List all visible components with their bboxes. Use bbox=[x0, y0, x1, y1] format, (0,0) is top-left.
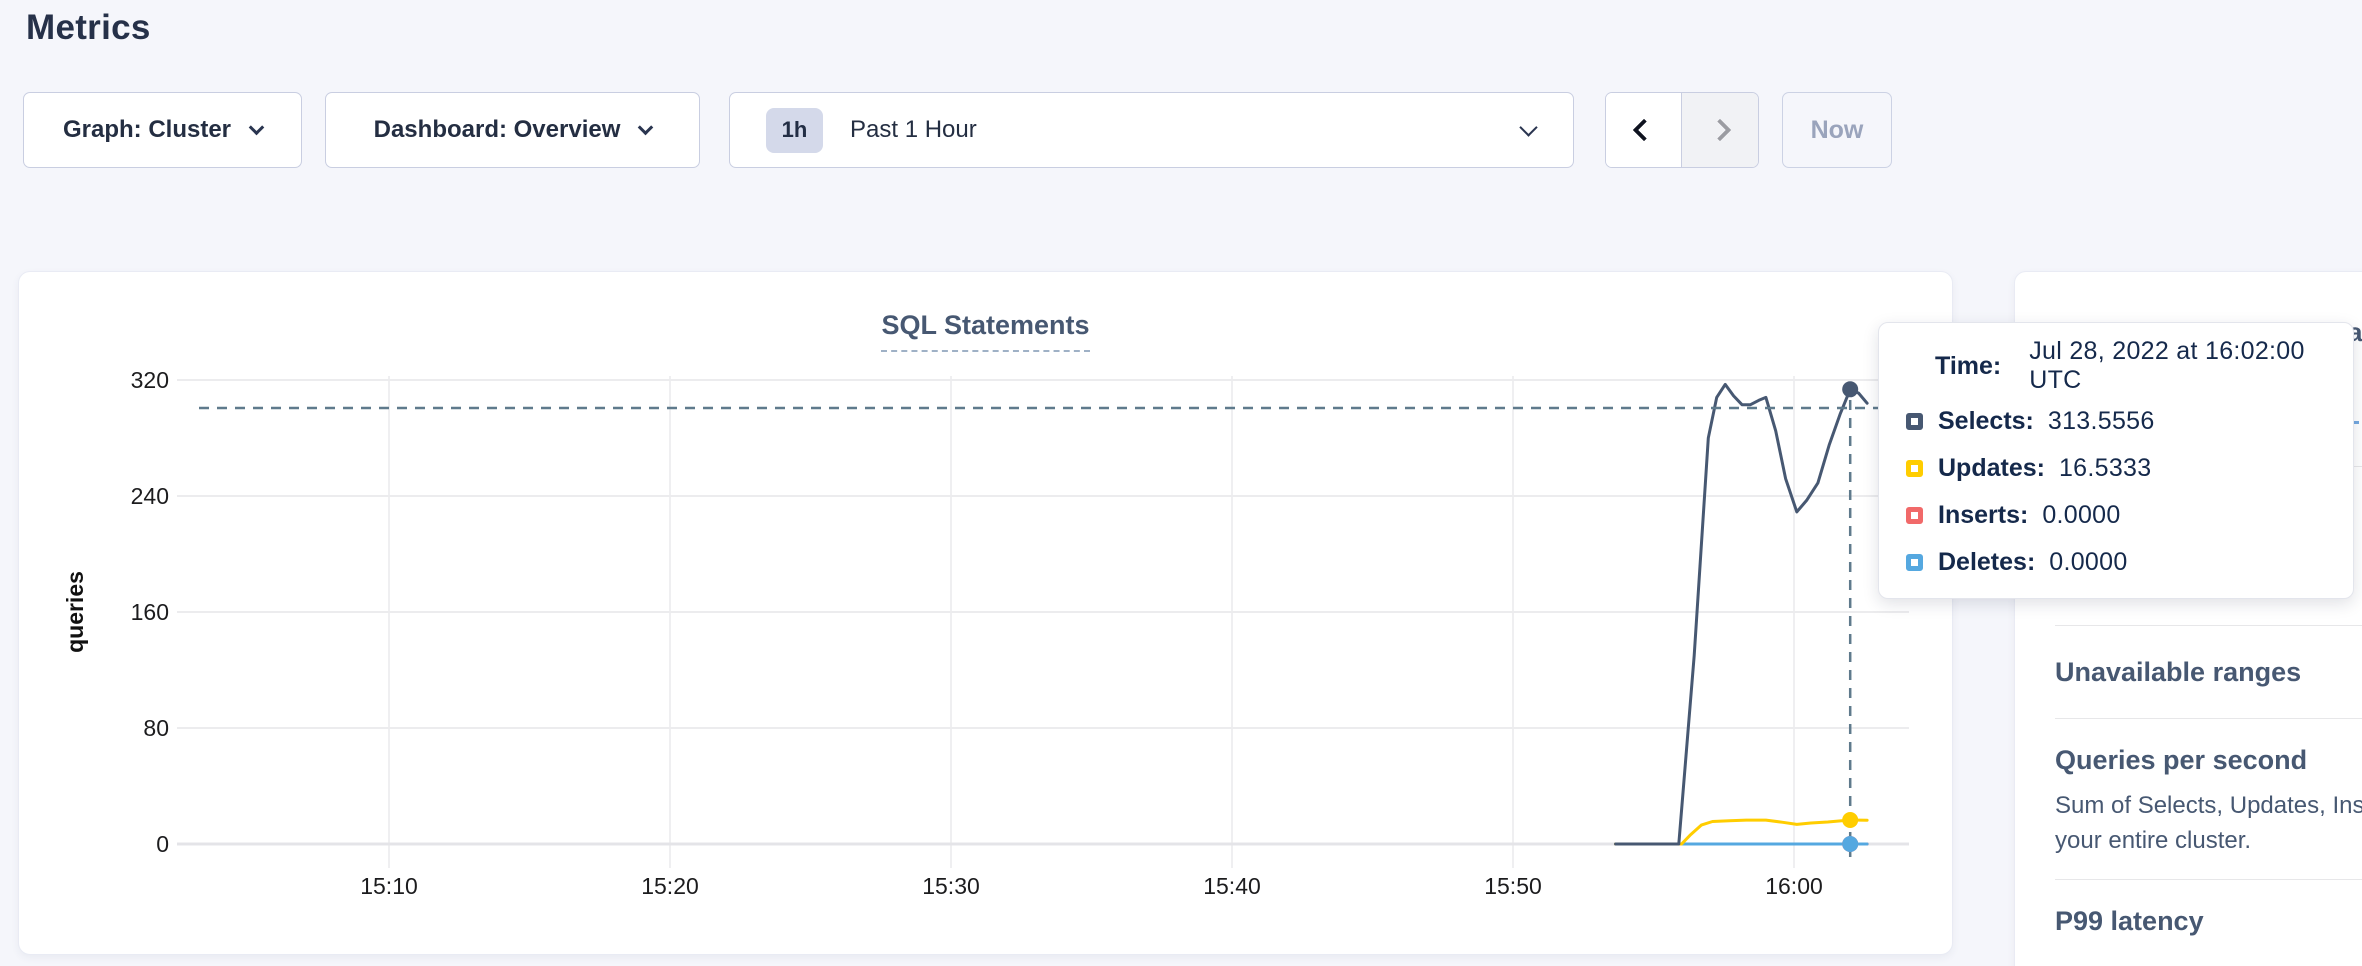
tooltip-time-value: Jul 28, 2022 at 16:02:00 UTC bbox=[2029, 337, 2305, 394]
y-tick: 160 bbox=[131, 599, 169, 625]
x-tick: 16:00 bbox=[1765, 873, 1823, 899]
graph-dropdown-label: Graph: Cluster bbox=[62, 116, 232, 143]
dashboard-dropdown-label: Dashboard: Overview bbox=[373, 116, 621, 143]
divider bbox=[2055, 879, 2362, 880]
tooltip-row: Selects: 313.5556 bbox=[1906, 398, 2333, 445]
graph-dropdown[interactable]: Graph: Cluster bbox=[23, 92, 302, 168]
x-tick: 15:30 bbox=[922, 873, 980, 899]
chart-plot[interactable]: 320 240 160 80 0 15:10 15:20 15:30 15:40… bbox=[19, 272, 1954, 956]
x-tick: 15:50 bbox=[1484, 873, 1542, 899]
series-color-swatch bbox=[1906, 413, 1923, 430]
y-tick: 0 bbox=[156, 831, 169, 857]
sidebar-item-queries-per-second: Queries per second bbox=[2055, 745, 2308, 775]
now-button[interactable]: Now bbox=[1782, 92, 1892, 168]
description-line: Sum of Selects, Updates, Inserts and Del… bbox=[2055, 792, 2362, 819]
chevron-down-icon bbox=[1519, 117, 1538, 137]
chevron-down-icon bbox=[638, 119, 654, 135]
timeframe-arrow-group bbox=[1605, 92, 1759, 168]
chart-title[interactable]: SQL Statements bbox=[881, 310, 1090, 352]
time-range-label: Past 1 Hour bbox=[850, 116, 977, 143]
time-range-badge: 1h bbox=[766, 107, 823, 153]
hover-dot-updates bbox=[1842, 812, 1859, 828]
y-axis-label: queries bbox=[62, 571, 88, 653]
tooltip-series-value: 313.5556 bbox=[2047, 407, 2155, 435]
tooltip-series-label: Updates: bbox=[1938, 454, 2045, 482]
tooltip-series-value: 16.5333 bbox=[2058, 454, 2152, 482]
chart-tooltip: Time: Jul 28, 2022 at 16:02:00 UTC Selec… bbox=[1878, 322, 2354, 599]
description-line: your entire cluster. bbox=[2055, 827, 2252, 854]
hover-dot-deletes bbox=[1842, 836, 1859, 852]
tooltip-series-label: Selects: bbox=[1938, 407, 2034, 435]
tooltip-row: Updates: 16.5333 bbox=[1906, 445, 2333, 492]
tooltip-time-label: Time: bbox=[1935, 351, 2002, 380]
tooltip-series-label: Deletes: bbox=[1938, 548, 2036, 576]
y-tick: 80 bbox=[143, 715, 169, 741]
chevron-left-icon bbox=[1632, 118, 1655, 142]
x-tick: 15:10 bbox=[360, 873, 418, 899]
gridlines-vertical bbox=[388, 376, 1795, 868]
time-range-selector[interactable]: 1h Past 1 Hour bbox=[729, 92, 1574, 168]
sidebar-item-p99-latency: P99 latency bbox=[2055, 906, 2204, 936]
prev-timeframe-button[interactable] bbox=[1606, 93, 1682, 167]
tooltip-series-value: 0.0000 bbox=[2049, 548, 2128, 576]
series-selects bbox=[1614, 382, 1869, 846]
chart-card: 320 240 160 80 0 15:10 15:20 15:30 15:40… bbox=[18, 271, 1953, 955]
sidebar-item-unavailable-ranges: Unavailable ranges bbox=[2055, 657, 2302, 687]
chevron-down-icon bbox=[248, 119, 265, 135]
y-tick: 240 bbox=[131, 483, 169, 509]
tooltip-series-label: Inserts: bbox=[1938, 501, 2029, 529]
tooltip-series-value: 0.0000 bbox=[2042, 501, 2121, 529]
hover-dot-selects bbox=[1842, 381, 1859, 398]
x-tick: 15:20 bbox=[641, 873, 699, 899]
tooltip-time-row: Time: Jul 28, 2022 at 16:02:00 UTC bbox=[1935, 337, 2333, 394]
chevron-right-icon bbox=[1708, 118, 1732, 142]
next-timeframe-button[interactable] bbox=[1682, 93, 1758, 167]
dashboard-dropdown[interactable]: Dashboard: Overview bbox=[325, 92, 700, 168]
x-tick: 15:40 bbox=[1203, 873, 1261, 899]
x-axis-ticks: 15:10 15:20 15:30 15:40 15:50 16:00 bbox=[360, 873, 1823, 899]
gridlines-horizontal bbox=[177, 379, 1909, 846]
tooltip-row: Deletes: 0.0000 bbox=[1906, 539, 2333, 586]
clipped-link-fragment bbox=[2353, 418, 2362, 424]
series-color-swatch bbox=[1906, 507, 1923, 524]
sidebar-item-description: Sum of Selects, Updates, Inserts and Del… bbox=[2055, 788, 2362, 858]
y-axis-ticks: 320 240 160 80 0 bbox=[131, 367, 169, 857]
tooltip-row: Inserts: 0.0000 bbox=[1906, 492, 2333, 539]
y-tick: 320 bbox=[131, 367, 169, 393]
series-color-swatch bbox=[1906, 460, 1923, 477]
series-color-swatch bbox=[1906, 554, 1923, 571]
page-title: Metrics bbox=[26, 8, 151, 47]
series-updates bbox=[1614, 818, 1869, 846]
divider bbox=[2055, 625, 2362, 626]
divider bbox=[2055, 718, 2362, 719]
